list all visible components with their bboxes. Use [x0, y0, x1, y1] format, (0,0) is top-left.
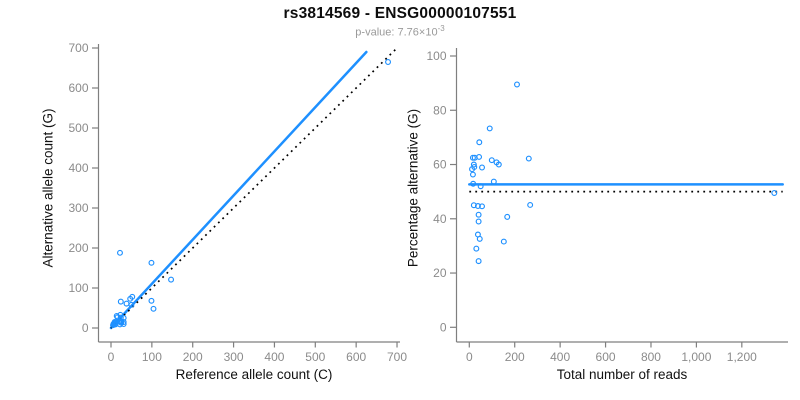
x-tick-label: 200	[505, 350, 525, 364]
y-tick-label: 0	[440, 320, 447, 334]
x-tick-label: 1,000	[681, 350, 711, 364]
x-tick-label: 400	[550, 350, 570, 364]
scatter-point	[490, 178, 497, 185]
x-tick-label: 200	[183, 350, 203, 364]
x-tick-label: 600	[346, 350, 366, 364]
scatter-point	[385, 59, 392, 65]
x-tick-label: 600	[596, 350, 616, 364]
y-tick-label: 700	[68, 41, 88, 55]
pvalue-text: p-value: 7.76×10	[355, 26, 438, 39]
y-tick-label: 0	[82, 321, 89, 335]
scatter-point	[525, 155, 532, 162]
y-tick-label: 200	[68, 241, 88, 255]
scatter-point	[150, 305, 157, 312]
x-tick-label: 300	[224, 350, 244, 364]
y-tick-label: 300	[68, 201, 88, 215]
scatter-point	[128, 301, 135, 308]
figure-subtitle-pvalue: p-value: 7.76×10-3	[0, 24, 800, 39]
scatter-point	[123, 300, 130, 307]
scatter-point	[771, 190, 778, 196]
scatter-point	[117, 249, 123, 256]
scatter-point	[476, 139, 483, 146]
scatter-point	[477, 183, 484, 190]
scatter-point	[527, 201, 534, 208]
scatter-point	[476, 153, 483, 160]
y-tick-label: 400	[68, 161, 88, 175]
scatter-point	[148, 259, 155, 266]
scatter-point	[117, 321, 123, 328]
scatter-point	[474, 203, 481, 210]
scatter-point	[473, 245, 480, 252]
scatter-point	[475, 258, 482, 265]
left-y-axis-title: Alternative allele count (G)	[40, 108, 56, 268]
x-tick-label: 0	[466, 350, 473, 364]
scatter-point	[479, 203, 485, 210]
scatter-point	[168, 276, 175, 283]
scatter-point	[120, 321, 127, 327]
y-tick-label: 100	[68, 281, 88, 295]
y-tick-label: 60	[433, 158, 447, 172]
scatter-point	[504, 213, 511, 220]
x-tick-label: 800	[641, 350, 661, 364]
scatter-point	[117, 298, 124, 305]
x-tick-label: 0	[108, 350, 115, 364]
scatter-point	[479, 164, 485, 171]
y-tick-label: 500	[68, 121, 88, 135]
scatter-point	[129, 293, 136, 300]
fit-line	[109, 50, 368, 330]
scatter-point	[470, 180, 477, 187]
left-x-axis-title: Reference allele count (C)	[175, 367, 333, 382]
scatter-point	[486, 125, 493, 132]
scatter-point	[475, 211, 482, 218]
x-tick-label: 700	[387, 350, 407, 364]
y-tick-label: 100	[426, 49, 446, 63]
y-tick-label: 20	[433, 266, 447, 280]
right-x-axis-title: Total number of reads	[556, 367, 688, 382]
y-tick-label: 80	[433, 103, 447, 117]
figure-title: rs3814569 - ENSG00000107551	[283, 5, 517, 22]
x-tick-label: 500	[305, 350, 325, 364]
y-tick-label: 40	[433, 212, 447, 226]
scatter-point	[469, 154, 476, 161]
right-y-axis-title: Percentage alternative (G)	[405, 108, 421, 268]
scatter-point	[471, 163, 478, 170]
scatter-point	[495, 161, 502, 168]
scatter-point	[148, 297, 155, 304]
scatter-point	[500, 238, 507, 245]
pvalue-exponent: -3	[437, 24, 445, 33]
scatter-point	[117, 311, 124, 318]
identity-line	[110, 47, 398, 329]
y-tick-label: 600	[68, 81, 88, 95]
scatter-point	[475, 218, 482, 225]
scatter-point	[470, 202, 477, 209]
x-tick-label: 400	[264, 350, 284, 364]
x-tick-label: 100	[142, 350, 162, 364]
scatter-point	[488, 157, 495, 164]
scatter-point	[476, 235, 483, 242]
x-tick-label: 1,200	[727, 350, 757, 364]
scatter-point	[469, 171, 476, 178]
scatter-point	[514, 81, 520, 88]
